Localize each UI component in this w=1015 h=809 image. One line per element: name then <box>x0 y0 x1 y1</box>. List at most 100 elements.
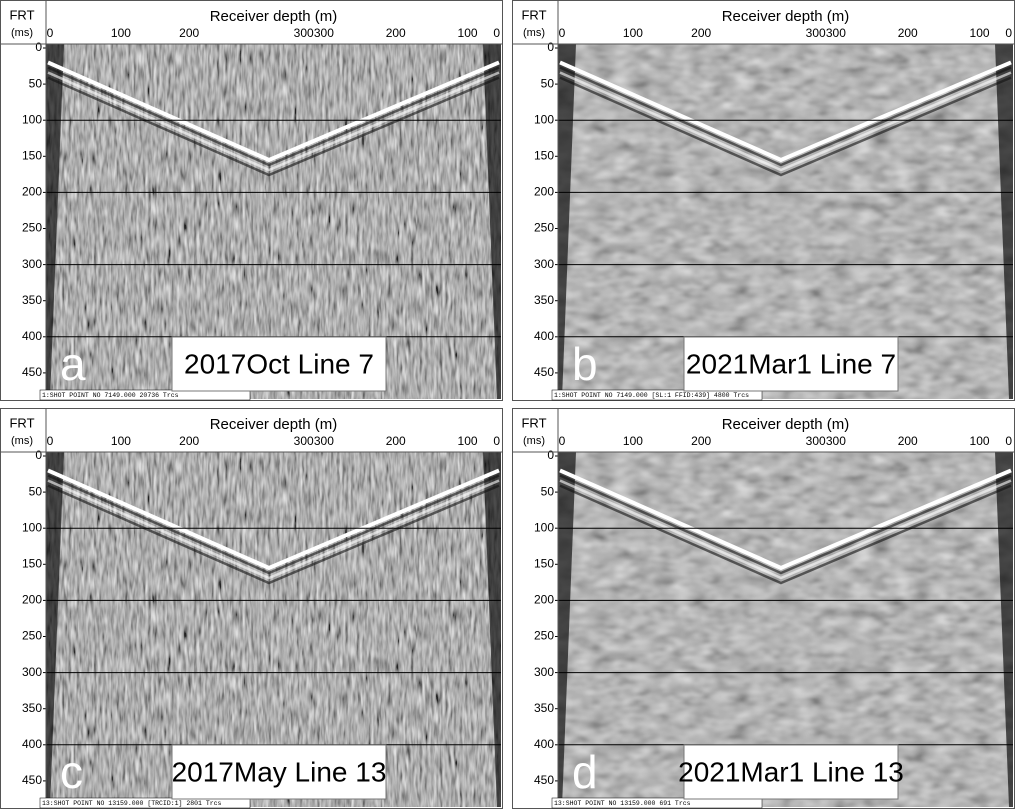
panel-label: 2021Mar1 Line 13 <box>678 756 904 787</box>
x-tick-label: 200 <box>691 26 711 40</box>
edge-left <box>558 44 576 399</box>
y-tick-label: 50 <box>29 76 43 90</box>
x-tick-label: 0 <box>493 434 500 448</box>
x-tick-label: 0 <box>559 434 566 448</box>
y-tick-label: 0 <box>547 448 554 462</box>
y-axis-unit: (ms) <box>11 435 33 447</box>
footer-box <box>551 389 763 401</box>
panel-label: 2017Oct Line 7 <box>184 348 374 379</box>
y-axis-unit: (ms) <box>11 27 33 39</box>
y-axis-unit: (ms) <box>523 27 545 39</box>
x-axis-title: Receiver depth (m) <box>722 8 850 25</box>
y-tick-label: 400 <box>22 737 42 751</box>
first-arrival <box>559 60 1012 163</box>
x-tick-label: 100 <box>111 26 131 40</box>
y-tick-label: 200 <box>22 593 42 607</box>
x-tick-label: 300 <box>806 434 826 448</box>
first-arrival <box>47 474 500 575</box>
x-tick-label: 100 <box>970 434 990 448</box>
x-axis-title: Receiver depth (m) <box>210 416 338 433</box>
first-arrival <box>559 484 1012 585</box>
x-tick-label: 300 <box>826 434 846 448</box>
x-tick-label: 300 <box>806 26 826 40</box>
y-tick-label: 450 <box>534 365 554 379</box>
y-tick-label: 0 <box>547 40 554 54</box>
x-tick-label: 300 <box>314 434 334 448</box>
x-tick-label: 300 <box>314 26 334 40</box>
y-tick-label: 350 <box>534 293 554 307</box>
x-axis-title: Receiver depth (m) <box>722 416 850 433</box>
y-tick-label: 450 <box>534 773 554 787</box>
x-axis-title: Receiver depth (m) <box>210 8 338 25</box>
footer-text: 1:SHOT POINT NO 7149.000 [SL:1 FFID:439]… <box>554 392 749 399</box>
first-arrival <box>47 468 500 571</box>
y-tick-label: 50 <box>29 484 43 498</box>
y-tick-label: 100 <box>534 520 554 534</box>
y-tick-label: 350 <box>534 701 554 715</box>
x-tick-label: 100 <box>458 26 478 40</box>
edge-right <box>995 44 1013 399</box>
y-tick-label: 450 <box>22 365 42 379</box>
x-tick-label: 0 <box>493 26 500 40</box>
first-arrival <box>47 484 500 585</box>
x-tick-label: 100 <box>623 434 643 448</box>
edge-left <box>46 452 64 807</box>
first-arrival <box>559 468 1012 571</box>
y-tick-label: 50 <box>541 484 555 498</box>
x-tick-label: 100 <box>970 26 990 40</box>
first-arrival <box>47 76 500 177</box>
y-tick-label: 100 <box>534 112 554 126</box>
x-tick-label: 100 <box>458 434 478 448</box>
y-tick-label: 350 <box>22 701 42 715</box>
first-arrival <box>559 474 1012 575</box>
footer-text: 13:SHOT POINT NO 13159.000 691 Trcs <box>554 800 691 807</box>
panel-letter: b <box>572 338 598 390</box>
label-box <box>683 744 899 800</box>
y-axis-title: FRT <box>521 7 546 22</box>
edge-left <box>558 452 576 807</box>
y-tick-label: 0 <box>35 40 42 54</box>
y-axis-unit: (ms) <box>523 435 545 447</box>
panel-label: 2021Mar1 Line 7 <box>686 348 896 379</box>
y-tick-label: 50 <box>541 76 555 90</box>
y-tick-label: 150 <box>534 556 554 570</box>
x-tick-label: 200 <box>179 434 199 448</box>
panel-letter: d <box>572 746 598 798</box>
y-tick-label: 0 <box>35 448 42 462</box>
x-tick-label: 0 <box>47 26 54 40</box>
y-tick-label: 150 <box>22 148 42 162</box>
y-tick-label: 400 <box>22 329 42 343</box>
y-tick-label: 250 <box>22 221 42 235</box>
y-tick-label: 300 <box>534 665 554 679</box>
first-arrival <box>559 66 1012 167</box>
x-tick-label: 100 <box>623 26 643 40</box>
y-tick-label: 250 <box>534 629 554 643</box>
label-box <box>683 336 899 392</box>
y-tick-label: 200 <box>22 185 42 199</box>
x-tick-label: 200 <box>898 26 918 40</box>
first-arrival <box>47 66 500 167</box>
x-tick-label: 200 <box>898 434 918 448</box>
first-arrival <box>559 76 1012 177</box>
x-tick-label: 100 <box>111 434 131 448</box>
edge-left <box>46 44 64 399</box>
panel-letter: c <box>60 746 83 798</box>
y-tick-label: 450 <box>22 773 42 787</box>
x-tick-label: 0 <box>1005 434 1012 448</box>
y-axis-title: FRT <box>521 415 546 430</box>
edge-right <box>483 44 501 399</box>
y-tick-label: 150 <box>534 148 554 162</box>
y-tick-label: 350 <box>22 293 42 307</box>
y-tick-label: 400 <box>534 737 554 751</box>
footer-text: 1:SHOT POINT NO 7149.000 20736 Trcs <box>42 392 179 399</box>
y-tick-label: 200 <box>534 185 554 199</box>
first-arrival <box>559 479 1012 580</box>
first-arrival <box>559 71 1012 172</box>
panel-frame <box>0 0 503 401</box>
